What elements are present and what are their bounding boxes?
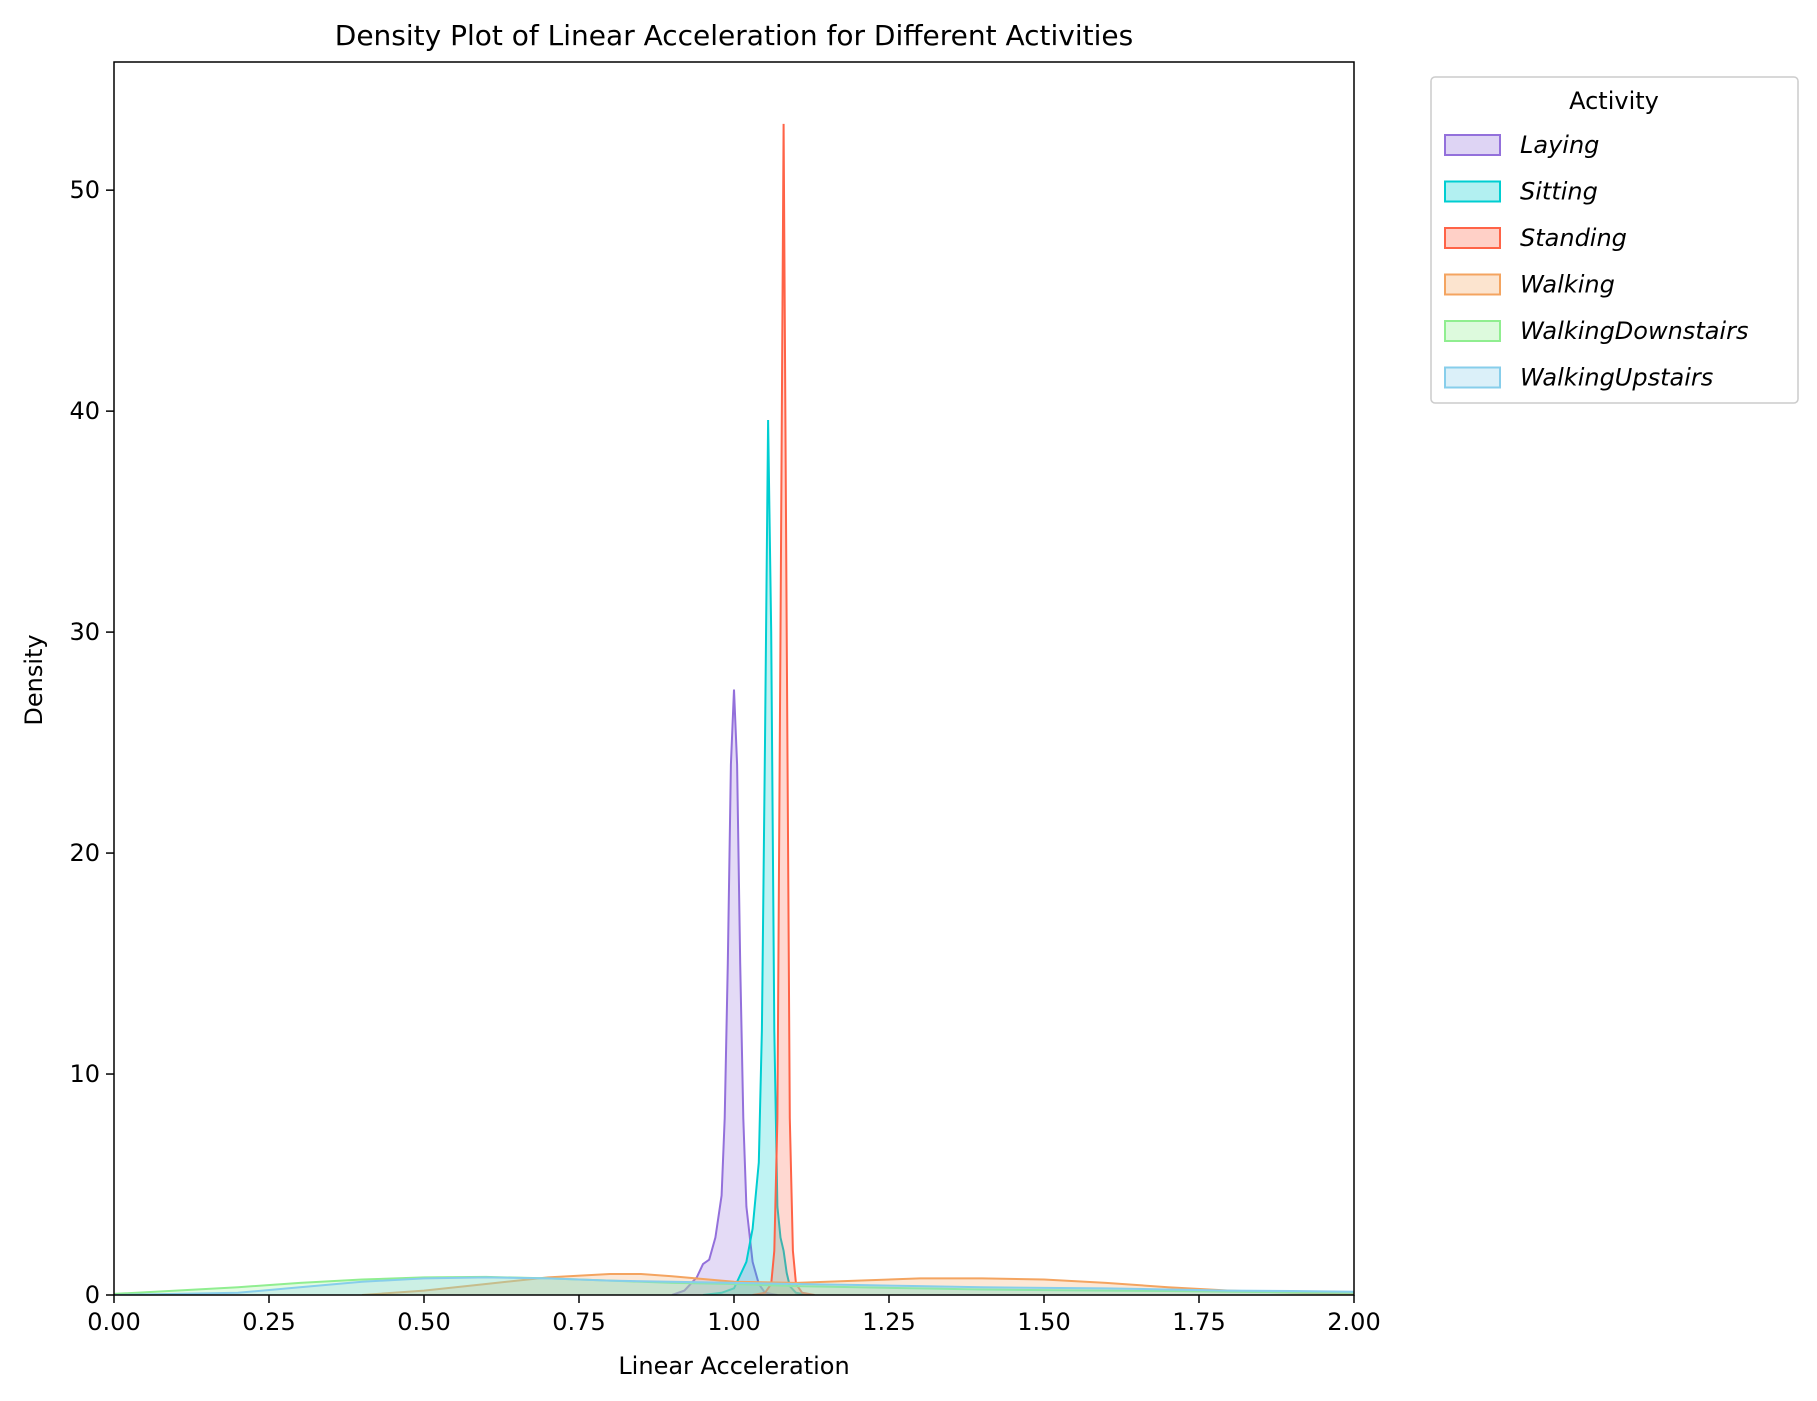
density-area-laying [672, 689, 778, 1295]
y-tick-label: 10 [69, 1060, 100, 1088]
legend-frame [1430, 76, 1799, 404]
legend-label-sitting: Sitting [1520, 178, 1598, 206]
y-axis: 0 10 20 30 40 50 [69, 176, 114, 1309]
density-line-walkingupstairs [114, 1276, 1354, 1295]
y-tick-label: 0 [85, 1281, 100, 1309]
legend-label-laying: Laying [1520, 131, 1599, 159]
density-line-walkingdownstairs [114, 1275, 1354, 1295]
x-tick-label: 1.00 [707, 1308, 760, 1336]
x-tick-label: 0.75 [552, 1308, 605, 1336]
density-area-sitting [703, 419, 809, 1295]
legend-title: Activity [1569, 87, 1659, 115]
x-tick-label: 0.00 [87, 1308, 140, 1336]
y-tick-label: 20 [69, 839, 100, 867]
x-tick-label: 0.25 [242, 1308, 295, 1336]
legend-label-walkingdownstairs: WalkingDownstairs [1520, 317, 1748, 345]
legend-label-walking: Walking [1520, 271, 1615, 299]
x-tick-label: 1.50 [1017, 1308, 1070, 1336]
y-tick-label: 30 [69, 618, 100, 646]
x-tick-label: 1.75 [1172, 1308, 1225, 1336]
legend-swatch-laying [1444, 134, 1501, 156]
legend-swatch-standing [1444, 227, 1501, 249]
density-area-walkingupstairs [114, 1277, 1354, 1295]
x-axis: 0.00 0.25 0.50 0.75 1.00 1.25 1.50 1.75 2.00 [87, 1295, 1381, 1336]
legend-swatch-walkingdownstairs [1444, 320, 1501, 342]
legend-label-walkingupstairs: WalkingUpstairs [1520, 364, 1713, 392]
legend: Activity Laying Sitting Standing Walking Wal… [1430, 76, 1799, 404]
x-axis-title: Linear Acceleration [618, 1352, 849, 1380]
density-area-standing [752, 123, 815, 1295]
density-line-sitting [702, 419, 809, 1295]
legend-swatch-sitting [1444, 180, 1501, 203]
x-tick-label: 1.25 [862, 1308, 915, 1336]
y-tick-label: 50 [69, 176, 100, 204]
legend-swatch-walking [1444, 273, 1501, 296]
plot-area [114, 123, 1354, 1295]
y-axis-title: Density [20, 634, 48, 725]
density-line-laying [671, 689, 778, 1295]
legend-swatch-walkingupstairs [1444, 366, 1501, 389]
x-tick-label: 0.50 [397, 1308, 450, 1336]
legend-items: Laying Sitting Standing Walking WalkingDowns… [1444, 131, 1748, 392]
legend-label-standing: Standing [1520, 224, 1627, 252]
chart-title: Density Plot of Linear Acceleration for … [335, 19, 1133, 52]
x-tick-label: 2.00 [1327, 1308, 1380, 1336]
y-tick-label: 40 [69, 397, 100, 425]
